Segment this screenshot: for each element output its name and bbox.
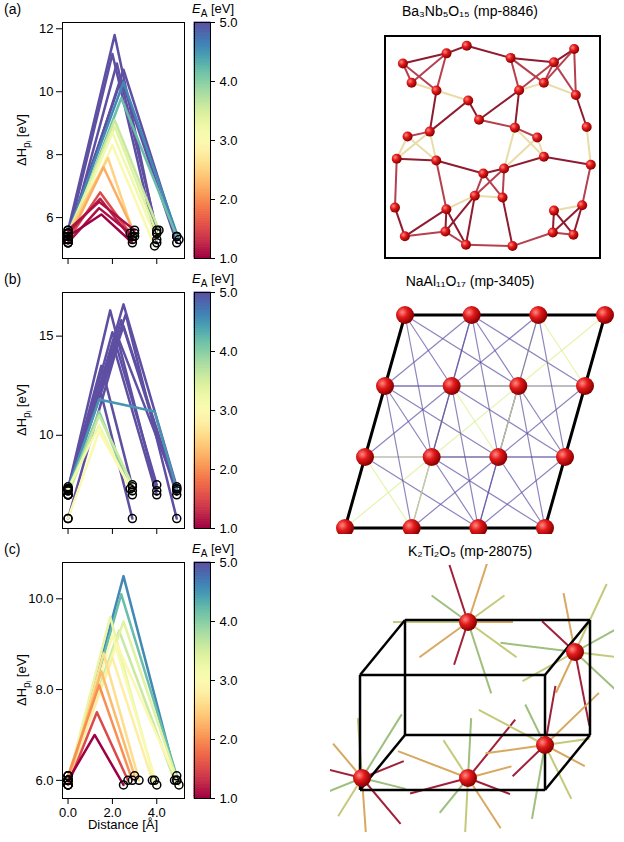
svg-text:3.0: 3.0 [220,673,238,688]
svg-text:EA [eV]: EA [eV] [192,541,234,559]
svg-text:4.0: 4.0 [220,614,238,629]
svg-text:EA [eV]: EA [eV] [192,271,234,289]
svg-text:6.0: 6.0 [35,773,53,788]
svg-text:4.0: 4.0 [220,344,238,359]
svg-text:10: 10 [39,427,53,442]
svg-text:4.0: 4.0 [220,74,238,89]
svg-text:2.0: 2.0 [220,462,238,477]
svg-text:3.0: 3.0 [220,133,238,148]
svg-text:12: 12 [39,21,53,36]
svg-text:10: 10 [39,84,53,99]
svg-text:3.0: 3.0 [220,403,238,418]
svg-text:K₂Ti₂O₅ (mp-28075): K₂Ti₂O₅ (mp-28075) [408,543,532,559]
svg-text:2.0: 2.0 [220,732,238,747]
svg-text:1.0: 1.0 [220,251,238,266]
svg-text:8: 8 [46,147,53,162]
svg-text:ΔHpᵢ [eV]: ΔHpᵢ [eV] [14,114,32,166]
svg-text:5.0: 5.0 [220,15,238,30]
svg-text:5.0: 5.0 [220,555,238,570]
svg-text:6: 6 [46,210,53,225]
svg-text:0.0: 0.0 [59,805,77,820]
svg-text:1.0: 1.0 [220,791,238,806]
svg-text:ΔHpᵢ [eV]: ΔHpᵢ [eV] [14,384,32,436]
svg-text:2.0: 2.0 [220,192,238,207]
svg-text:1.0: 1.0 [220,521,238,536]
svg-text:15: 15 [39,328,53,343]
svg-text:(b): (b) [4,271,21,287]
svg-text:(c): (c) [4,541,20,557]
svg-text:8.0: 8.0 [35,682,53,697]
svg-text:5.0: 5.0 [220,285,238,300]
svg-text:4.0: 4.0 [148,805,166,820]
svg-text:10.0: 10.0 [28,591,53,606]
svg-text:NaAl₁₁O₁₇ (mp-3405): NaAl₁₁O₁₇ (mp-3405) [406,273,535,289]
svg-text:2.0: 2.0 [103,805,121,820]
svg-text:ΔHpᵢ [eV]: ΔHpᵢ [eV] [14,654,32,706]
svg-text:Ba₃Nb₅O₁₅ (mp-8846): Ba₃Nb₅O₁₅ (mp-8846) [402,3,538,19]
svg-text:Distance [Å]: Distance [Å] [88,817,158,832]
svg-text:EA [eV]: EA [eV] [192,1,234,19]
svg-text:(a): (a) [4,1,21,17]
